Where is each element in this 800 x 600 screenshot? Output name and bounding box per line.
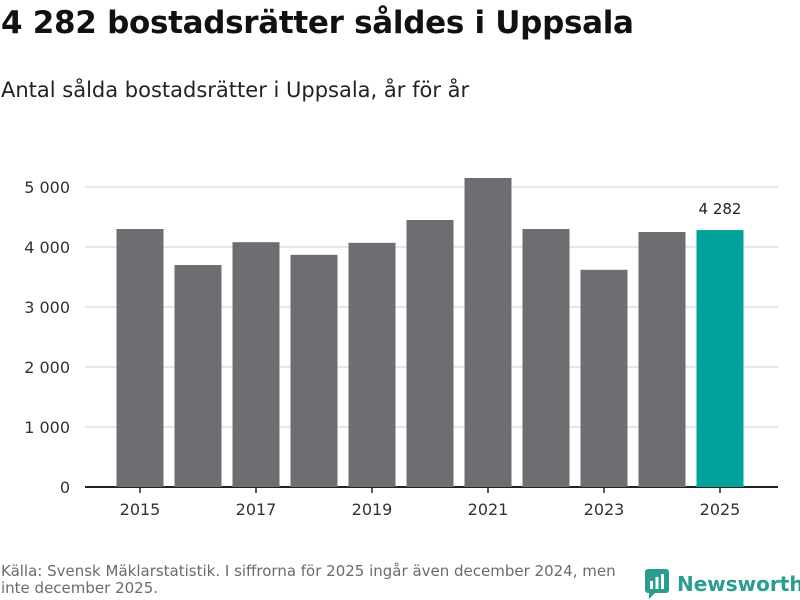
y-tick-label: 1 000 (24, 418, 70, 437)
brand-name: Newsworthy (677, 572, 800, 596)
bar-2018[interactable] (290, 254, 338, 487)
chart-subtitle: Antal sålda bostadsrätter i Uppsala, år … (1, 78, 470, 102)
newsworthy-logo-icon (645, 569, 669, 599)
bar-2016[interactable] (174, 265, 222, 487)
x-tick-label: 2025 (700, 500, 741, 519)
bar-2023[interactable] (580, 269, 628, 487)
source-note: Källa: Svensk Mäklarstatistik. I siffror… (1, 562, 616, 597)
data-label: 4 282 (699, 200, 742, 218)
bar-2015[interactable] (116, 229, 164, 487)
x-tick-label: 2023 (584, 500, 625, 519)
bar-2019[interactable] (348, 242, 396, 487)
x-tick-label: 2015 (120, 500, 161, 519)
brand-logo[interactable]: Newsworthy (645, 569, 800, 599)
x-tick-label: 2019 (352, 500, 393, 519)
y-tick-label: 3 000 (24, 298, 70, 317)
chart-title: 4 282 bostadsrätter såldes i Uppsala (1, 5, 634, 41)
bar-2024[interactable] (638, 232, 686, 487)
x-tick-label: 2021 (468, 500, 509, 519)
y-tick-label: 0 (60, 478, 70, 497)
bar-2021[interactable] (464, 178, 512, 487)
bar-2017[interactable] (232, 242, 280, 487)
y-tick-label: 2 000 (24, 358, 70, 377)
bar-2020[interactable] (406, 220, 454, 487)
bar-chart: 0 1 000 2 000 3 000 4 000 5 000 2015 2017 2019 20… (24, 178, 778, 519)
bar-2025[interactable] (696, 230, 744, 487)
x-tick-label: 2017 (236, 500, 277, 519)
y-tick-label: 4 000 (24, 238, 70, 257)
bar-2022[interactable] (522, 229, 570, 487)
y-tick-label: 5 000 (24, 178, 70, 197)
